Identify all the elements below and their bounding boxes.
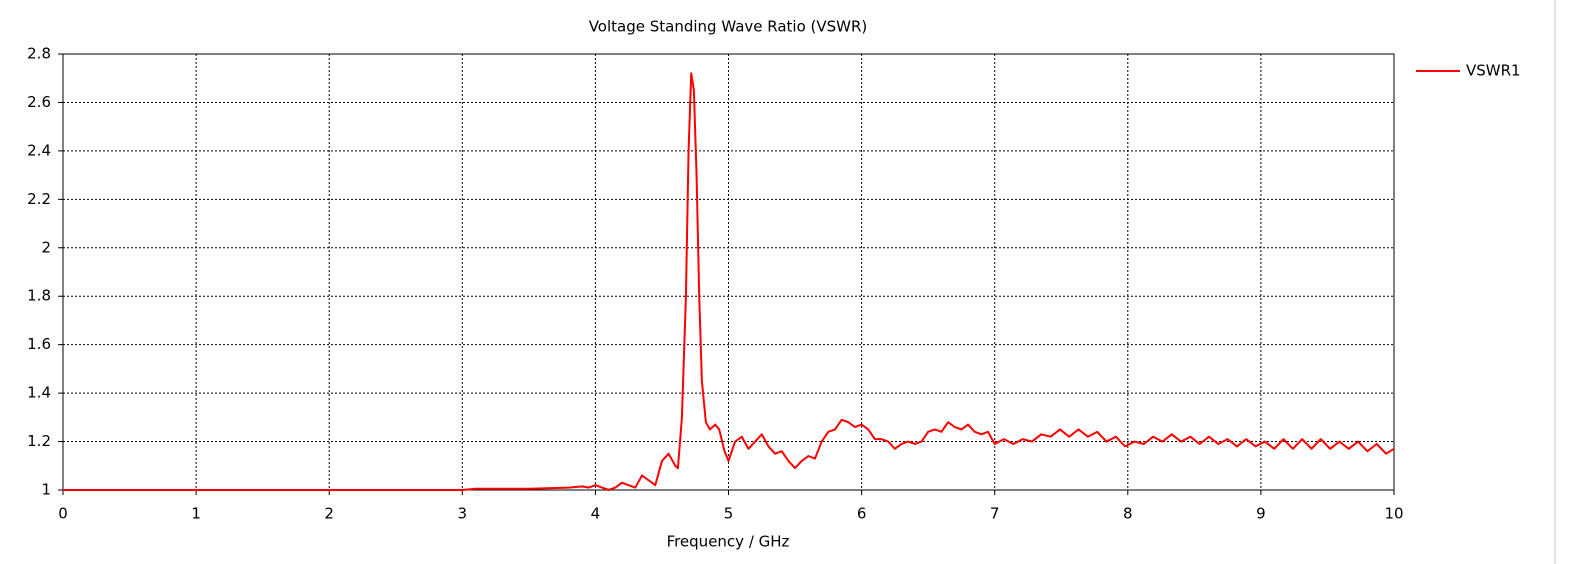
- data-line: [63, 72, 1395, 491]
- y-tick-label: 2.2: [27, 190, 51, 208]
- x-tick-label: 8: [1123, 505, 1133, 523]
- y-tick-label: 1.4: [27, 384, 51, 402]
- y-tick-label: 1.8: [27, 287, 51, 305]
- x-tick-label: 4: [591, 505, 601, 523]
- plot-frame: [62, 53, 1395, 491]
- y-tick-label: 2.8: [27, 45, 51, 63]
- y-tick-label: 1: [41, 481, 51, 499]
- x-tick-label: 6: [857, 505, 867, 523]
- y-tick-label: 2: [41, 238, 51, 256]
- x-tick-label: 0: [58, 505, 68, 523]
- y-tick-label: 1.6: [27, 335, 51, 353]
- y-tick-label: 1.2: [27, 432, 51, 450]
- x-axis-label: Frequency / GHz: [667, 533, 790, 551]
- x-tick-label: 3: [458, 505, 468, 523]
- x-tick-label: 9: [1256, 505, 1266, 523]
- x-tick-label: 10: [1384, 505, 1403, 523]
- x-tick-label: 7: [990, 505, 1000, 523]
- y-tick-label: 2.6: [27, 93, 51, 111]
- chart-title: Voltage Standing Wave Ratio (VSWR): [589, 18, 868, 36]
- x-tick-label: 5: [724, 505, 734, 523]
- x-tick-label: 1: [191, 505, 201, 523]
- x-tick-label: 2: [324, 505, 334, 523]
- legend-label: VSWR1: [1466, 62, 1521, 80]
- y-tick-label: 2.4: [27, 141, 51, 159]
